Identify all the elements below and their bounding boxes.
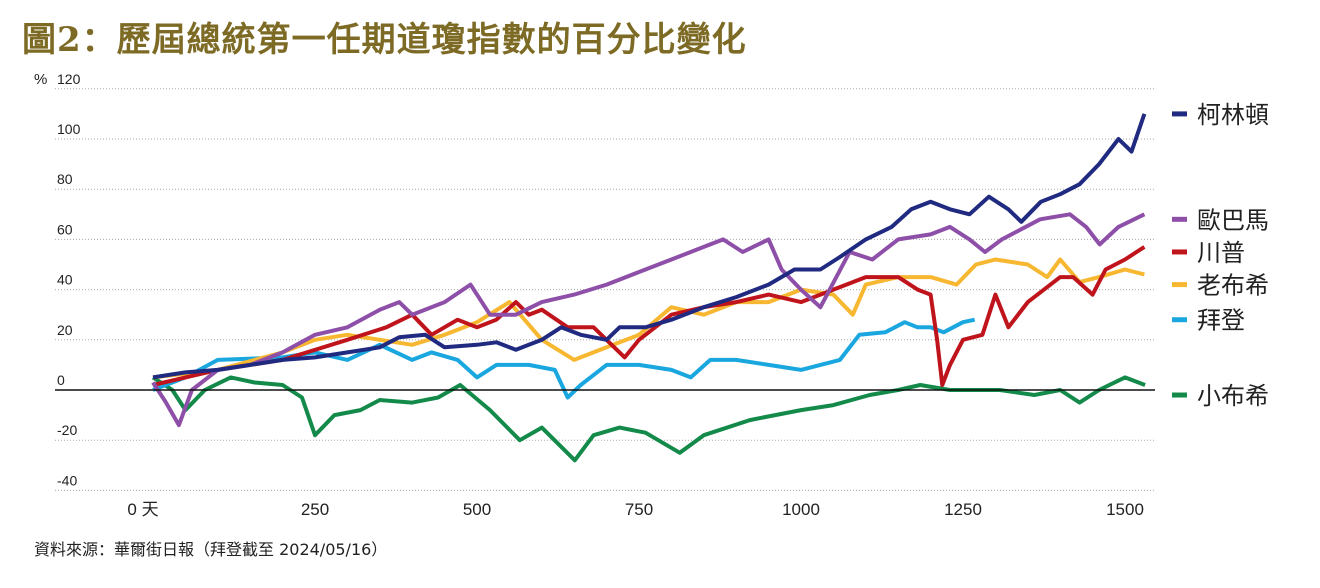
y-axis-label: %	[34, 71, 47, 88]
x-tick-label: 250	[301, 500, 329, 519]
legend-label: 拜登	[1197, 307, 1245, 335]
legend-label: 老布希	[1197, 272, 1269, 300]
y-tick-label: -40	[57, 472, 77, 488]
legend-label: 小布希	[1197, 382, 1269, 410]
y-tick-label: 40	[57, 272, 73, 288]
legend-label: 川普	[1197, 239, 1245, 267]
y-tick-label: 60	[57, 221, 73, 237]
series-line-歐巴馬	[151, 212, 1146, 428]
legend-label: 柯林頓	[1197, 101, 1269, 129]
y-tick-label: 0	[57, 372, 65, 388]
x-tick-label: 1250	[944, 500, 982, 519]
series-line-拜登	[152, 317, 976, 400]
source-note: 資料來源：華爾街日報（拜登截至 2024/05/16）	[34, 540, 388, 559]
x-tick-label: 1000	[782, 500, 820, 519]
series-line-老布希	[152, 257, 1145, 380]
y-tick-label: 120	[57, 71, 81, 87]
series-line-川普	[152, 245, 1146, 387]
x-tick-label: 500	[463, 500, 491, 519]
x-tick-label: 0 天	[127, 500, 158, 519]
y-tick-label: 20	[57, 322, 73, 338]
y-tick-label: 100	[57, 121, 81, 137]
legend-label: 歐巴馬	[1197, 206, 1269, 234]
series-line-柯林頓	[152, 113, 1147, 380]
x-tick-label: 1500	[1106, 500, 1144, 519]
y-tick-label: 80	[57, 171, 73, 187]
x-tick-label: 750	[625, 500, 653, 519]
y-tick-label: -20	[57, 422, 77, 438]
chart-title: 圖2：歷屆總統第一任期道瓊指數的百分比變化	[22, 20, 747, 60]
